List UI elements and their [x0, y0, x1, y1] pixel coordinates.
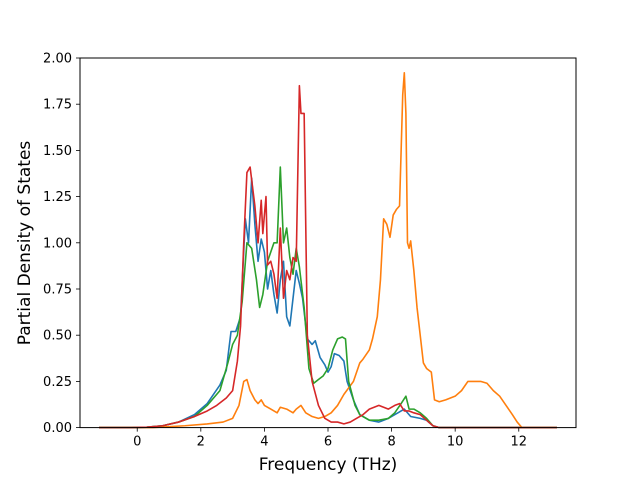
series-line-2	[99, 71, 557, 429]
y-tick-label: 1.25	[43, 190, 72, 205]
y-tick-label: 0.00	[43, 421, 72, 436]
y-ticks: 0.00 0.25 0.50 0.75 1.00 1.25 1.50 1.75 2.00	[43, 52, 80, 436]
series-line-1	[99, 177, 557, 429]
x-tick-label: 4	[260, 435, 268, 450]
y-tick-label: 2.00	[43, 52, 72, 67]
y-tick-label: 0.75	[43, 283, 72, 298]
y-tick-label: 1.75	[43, 98, 72, 113]
x-tick-label: 2	[197, 435, 205, 450]
series-line-4	[99, 84, 557, 429]
y-tick-label: 0.25	[43, 375, 72, 390]
y-tick-label: 1.00	[43, 236, 72, 251]
series-layer	[99, 71, 557, 429]
x-tick-label: 10	[447, 435, 464, 450]
x-tick-label: 8	[387, 435, 395, 450]
x-ticks: 0 2 4 6 8 10 12	[133, 427, 527, 450]
y-tick-label: 0.50	[43, 329, 72, 344]
x-tick-label: 12	[510, 435, 527, 450]
x-axis-label: Frequency (THz)	[259, 455, 398, 475]
x-tick-label: 0	[133, 435, 141, 450]
y-axis-label: Partial Density of States	[15, 141, 35, 346]
series-line-3	[99, 166, 557, 429]
x-tick-label: 6	[324, 435, 332, 450]
y-tick-label: 1.50	[43, 144, 72, 159]
